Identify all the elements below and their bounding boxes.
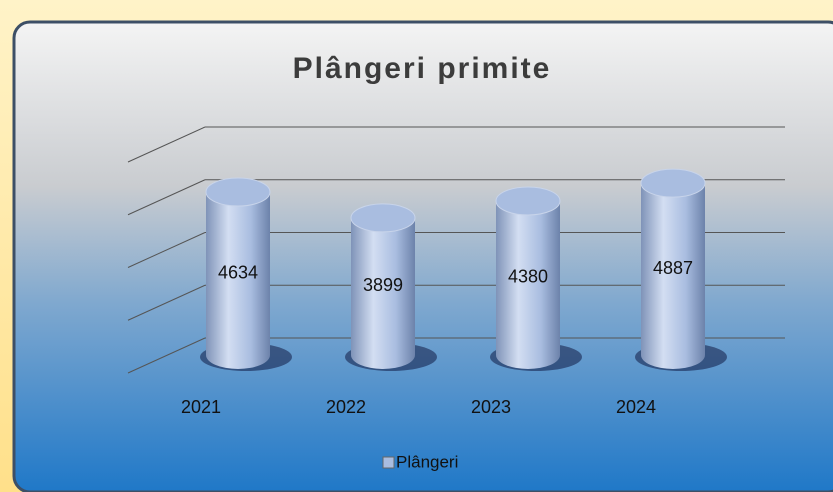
x-tick-label: 2022 <box>326 397 366 417</box>
data-label: 4887 <box>653 258 693 278</box>
data-label: 3899 <box>363 275 403 295</box>
x-tick-label: 2024 <box>616 397 656 417</box>
chart-panel <box>12 20 833 492</box>
bar <box>351 217 415 355</box>
x-tick-label: 2021 <box>181 397 221 417</box>
x-tick-label: 2023 <box>471 397 511 417</box>
bar-top <box>205 177 271 207</box>
side-grid-line <box>127 179 206 216</box>
bar-top <box>640 168 706 198</box>
side-grid-line <box>127 126 206 163</box>
side-grid-line <box>127 232 206 268</box>
side-grid-line <box>127 284 206 321</box>
legend-swatch <box>382 456 395 469</box>
bar <box>206 192 270 355</box>
bar-bottom <box>641 341 705 369</box>
bar-top <box>350 203 416 233</box>
bar-top <box>495 186 561 216</box>
bar <box>496 200 560 355</box>
chart-title: Plângeri primite <box>293 52 552 85</box>
data-label: 4380 <box>508 267 548 287</box>
bar-bottom <box>206 341 270 369</box>
bar-bottom <box>351 341 415 369</box>
bar <box>641 183 705 355</box>
legend-label: Plângeri <box>396 452 458 471</box>
plot-area: 2021 4634 2022 3899 2023 4380 2024 4887 <box>127 126 785 417</box>
side-grid-line <box>127 337 206 374</box>
bar-bottom <box>496 341 560 369</box>
data-label: 4634 <box>218 262 258 282</box>
